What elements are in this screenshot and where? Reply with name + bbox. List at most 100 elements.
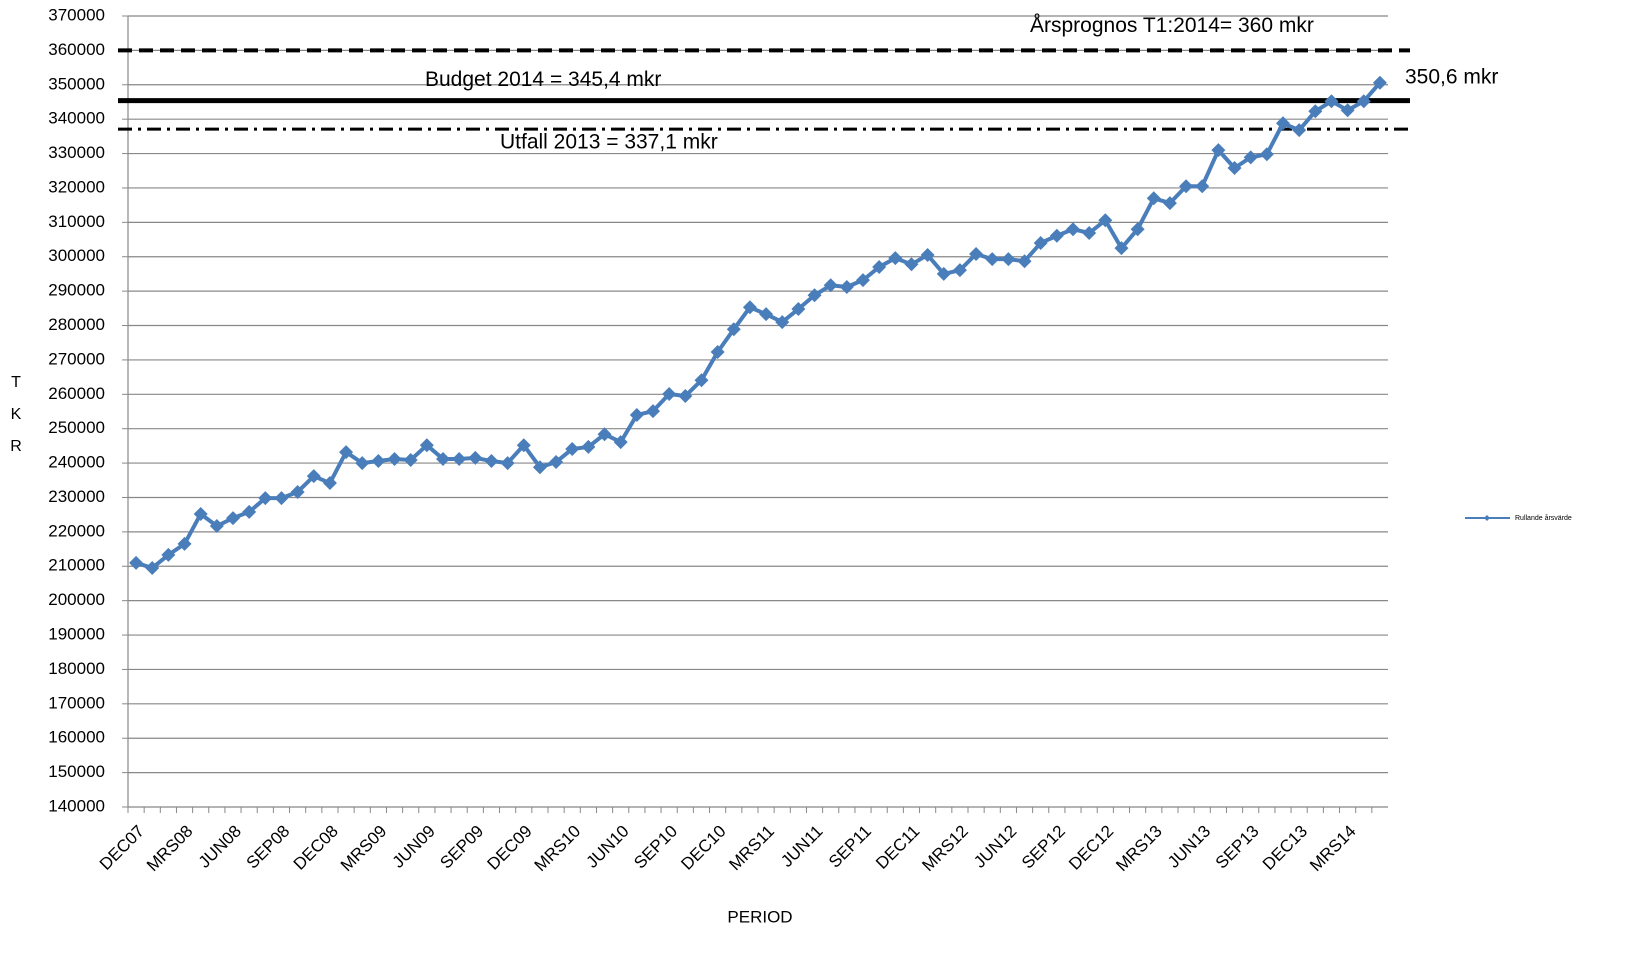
y-tick-label: 260000 bbox=[48, 384, 105, 403]
marker bbox=[1162, 196, 1177, 211]
marker bbox=[242, 504, 257, 519]
x-tick-label: DEC12 bbox=[1065, 822, 1117, 874]
y-tick-label: 240000 bbox=[48, 453, 105, 472]
marker bbox=[920, 248, 935, 263]
x-axis-title: PERIOD bbox=[727, 907, 792, 926]
marker bbox=[290, 484, 305, 499]
marker bbox=[888, 251, 903, 266]
y-tick-label: 230000 bbox=[48, 487, 105, 506]
x-tick-label: SEP09 bbox=[436, 822, 487, 873]
y-tick-label: 180000 bbox=[48, 659, 105, 678]
marker bbox=[936, 266, 951, 281]
marker bbox=[549, 455, 564, 470]
marker bbox=[1372, 75, 1387, 90]
marker bbox=[1195, 179, 1210, 194]
marker bbox=[791, 302, 806, 317]
marker bbox=[484, 454, 499, 469]
x-tick-label: MRS09 bbox=[337, 822, 391, 876]
x-tick-label: DEC08 bbox=[290, 822, 342, 874]
marker bbox=[565, 441, 580, 456]
legend-marker bbox=[1484, 515, 1490, 521]
y-tick-label: 310000 bbox=[48, 212, 105, 231]
marker bbox=[597, 427, 612, 442]
x-tick-label: SEP08 bbox=[243, 822, 294, 873]
marker bbox=[161, 547, 176, 562]
y-tick-label: 220000 bbox=[48, 521, 105, 540]
y-tick-label: 140000 bbox=[48, 796, 105, 815]
marker bbox=[193, 506, 208, 521]
marker bbox=[759, 307, 774, 322]
marker bbox=[1259, 147, 1274, 162]
legend-label: Rullande årsvärde bbox=[1515, 514, 1572, 522]
marker bbox=[613, 435, 628, 450]
y-tick-label: 320000 bbox=[48, 177, 105, 196]
x-tick-label: DEC07 bbox=[96, 822, 148, 874]
x-tick-label: SEP13 bbox=[1212, 822, 1263, 873]
x-tick-label: DEC11 bbox=[872, 822, 923, 873]
marker bbox=[1001, 252, 1016, 267]
marker bbox=[1179, 179, 1194, 194]
x-tick-label: MRS11 bbox=[725, 822, 778, 875]
x-tick-label: DEC09 bbox=[484, 822, 536, 874]
y-tick-label: 350000 bbox=[48, 74, 105, 93]
marker bbox=[1146, 191, 1161, 206]
marker bbox=[1308, 104, 1323, 119]
marker bbox=[856, 273, 870, 288]
x-tick-label: JUN11 bbox=[777, 822, 826, 871]
y-tick-label: 290000 bbox=[48, 281, 105, 300]
end-label: 350,6 mkr bbox=[1405, 66, 1498, 89]
marker bbox=[1276, 116, 1290, 131]
marker bbox=[710, 345, 725, 360]
marker bbox=[694, 373, 709, 388]
x-tick-label: MRS14 bbox=[1306, 822, 1360, 876]
y-tick-label: 330000 bbox=[48, 143, 105, 162]
marker bbox=[226, 511, 240, 526]
y-tick-label: 150000 bbox=[48, 762, 105, 781]
y-tick-label: 160000 bbox=[48, 728, 105, 747]
marker bbox=[258, 491, 273, 506]
marker bbox=[1114, 241, 1129, 256]
marker bbox=[403, 452, 418, 467]
x-tick-label: MRS08 bbox=[143, 822, 197, 876]
marker bbox=[322, 476, 337, 491]
marker bbox=[726, 322, 741, 337]
marker bbox=[1227, 161, 1242, 176]
marker bbox=[581, 439, 596, 454]
x-tick-label: MRS10 bbox=[531, 822, 585, 876]
marker bbox=[969, 246, 984, 261]
marker bbox=[1324, 94, 1339, 109]
marker bbox=[1356, 94, 1371, 109]
marker bbox=[339, 445, 354, 460]
marker bbox=[274, 491, 289, 506]
marker bbox=[823, 278, 838, 293]
marker bbox=[1130, 222, 1145, 237]
marker bbox=[1017, 254, 1032, 269]
marker bbox=[209, 519, 224, 534]
marker bbox=[387, 451, 402, 466]
reference-label: Årsprognos T1:2014= 360 mkr bbox=[1030, 14, 1314, 37]
y-tick-label: 210000 bbox=[48, 556, 105, 575]
marker bbox=[1292, 123, 1307, 138]
y-tick-label: 340000 bbox=[48, 109, 105, 128]
marker bbox=[468, 450, 483, 465]
reference-label: Utfall 2013 = 337,1 mkr bbox=[500, 131, 718, 154]
y-tick-label: 170000 bbox=[48, 693, 105, 712]
x-tick-label: MRS13 bbox=[1112, 822, 1166, 876]
marker bbox=[1340, 103, 1355, 118]
x-tick-label: JUN09 bbox=[389, 822, 439, 872]
x-tick-label: MRS12 bbox=[918, 822, 972, 876]
y-tick-label: 200000 bbox=[48, 590, 105, 609]
marker bbox=[662, 386, 677, 401]
x-tick-label: SEP12 bbox=[1018, 822, 1069, 873]
marker bbox=[952, 263, 967, 278]
reference-label: Budget 2014 = 345,4 mkr bbox=[425, 68, 661, 91]
marker bbox=[807, 288, 822, 303]
marker bbox=[1243, 150, 1258, 165]
marker bbox=[742, 300, 757, 315]
marker bbox=[775, 315, 790, 330]
y-tick-label: 270000 bbox=[48, 349, 105, 368]
y-tick-label: 300000 bbox=[48, 246, 105, 265]
x-tick-label: JUN10 bbox=[583, 822, 633, 872]
